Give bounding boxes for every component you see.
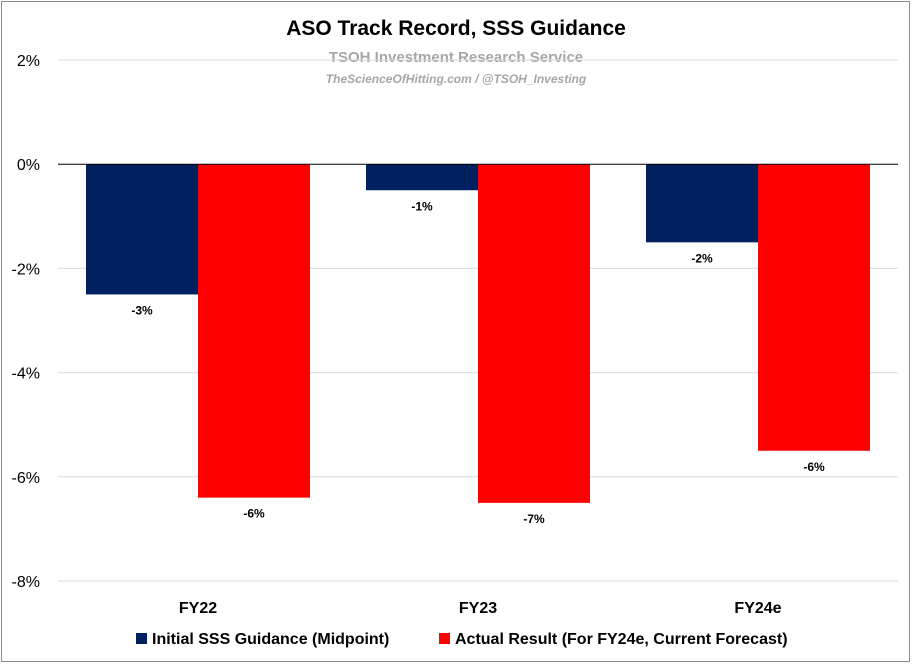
data-label: -6% [243, 507, 265, 521]
y-tick-label: 2% [17, 53, 40, 70]
data-labels: -3% -6% -1% -7% -2% -6% [131, 199, 825, 526]
x-tick-label: FY22 [179, 600, 217, 617]
y-tick-label: -8% [12, 574, 40, 591]
watermark-line2: TheScienceOfHitting.com / @TSOH_Investin… [326, 72, 587, 86]
bar-fy23-series-2 [478, 164, 590, 503]
chart-title: ASO Track Record, SSS Guidance [286, 17, 626, 40]
data-label: -3% [131, 303, 153, 317]
x-axis: FY22 FY23 FY24e [179, 600, 782, 617]
data-label: -2% [691, 251, 713, 265]
x-tick-label: FY23 [459, 600, 497, 617]
bar-fy23-series-1 [366, 164, 478, 191]
data-label: -1% [411, 199, 433, 213]
bar-fy24e-series-2 [758, 164, 870, 451]
legend-label: Actual Result (For FY24e, Current Foreca… [455, 631, 788, 648]
watermark-line1: TSOH Investment Research Service [329, 49, 583, 66]
data-label: -6% [803, 460, 825, 474]
legend: Initial SSS Guidance (Midpoint) Actual Re… [136, 631, 788, 648]
bar-fy24e-series-1 [646, 164, 758, 243]
y-tick-label: -4% [12, 366, 40, 383]
bar-fy22-series-2 [198, 164, 310, 498]
y-tick-label: -2% [12, 261, 40, 278]
legend-swatch [136, 633, 147, 644]
y-axis: 2% 0% -2% -4% -6% -8% [12, 53, 40, 591]
bar-fy22-series-1 [86, 164, 198, 295]
x-tick-label: FY24e [734, 600, 781, 617]
y-tick-label: 0% [17, 157, 40, 174]
data-label: -7% [523, 512, 545, 526]
bars [86, 164, 870, 503]
legend-swatch [439, 633, 450, 644]
y-tick-label: -6% [12, 470, 40, 487]
legend-label: Initial SSS Guidance (Midpoint) [152, 631, 389, 648]
